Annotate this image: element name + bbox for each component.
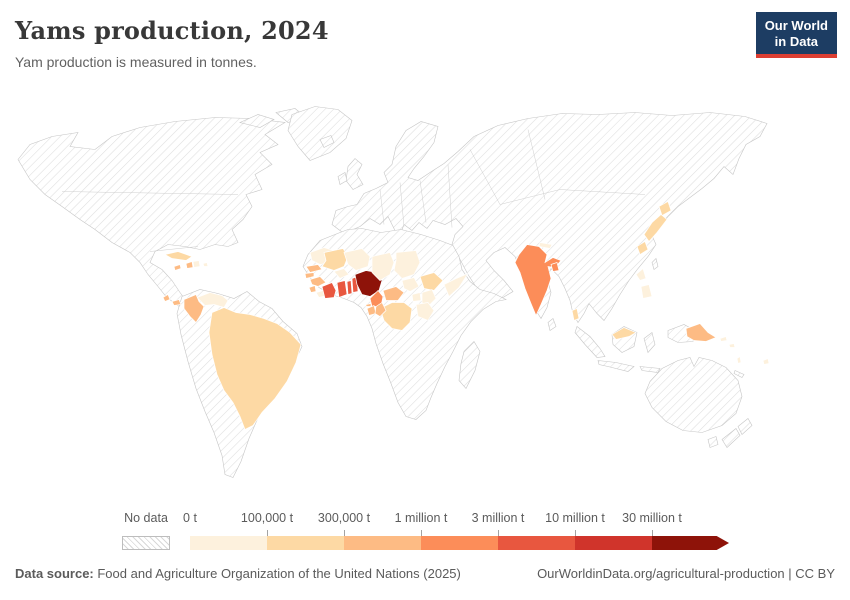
map-legend: No data 0 t 100,000 t 300,000 t 1 million t… [0,508,850,560]
country-brazil[interactable] [208,307,302,430]
country-nigeria[interactable] [354,270,383,297]
legend-segment[interactable] [421,536,498,550]
country-chad[interactable] [371,252,395,281]
country-somalia[interactable] [443,272,469,298]
legend-tick [267,530,268,536]
no-data-swatch[interactable] [122,536,170,550]
no-data-landmasses [17,106,768,478]
country-uganda[interactable] [411,292,422,302]
country-cuba[interactable] [164,251,193,261]
legend-tick [421,530,422,536]
country-ethiopia[interactable] [419,272,444,291]
owid-logo[interactable]: Our World in Data [755,12,837,59]
legend-segment[interactable] [652,536,729,550]
world-map[interactable] [0,92,850,517]
legend-tick-label: 10 million t [545,511,605,525]
country-malaysia[interactable] [611,327,637,340]
country-colombia[interactable] [183,294,205,324]
data-countries [162,200,770,430]
country-congo[interactable] [374,301,387,317]
legend-segment[interactable] [575,536,652,550]
chart-footer: Data source: Food and Agriculture Organi… [15,566,835,581]
country-burkina-faso[interactable] [333,268,350,279]
page-subtitle: Yam production is measured in tonnes. [15,54,257,70]
country-philippines[interactable] [640,284,653,299]
country-japan[interactable] [636,240,649,256]
country-puerto-rico[interactable] [202,262,209,267]
legend-segment[interactable] [498,536,575,550]
country-india[interactable] [514,244,562,317]
footer-link[interactable]: OurWorldinData.org/agricultural-producti… [537,566,835,581]
world-map-svg [17,106,770,478]
legend-tick-label: 1 million t [394,511,448,525]
page-title: Yams production, 2024 [15,16,329,45]
country-ghana[interactable] [336,280,348,298]
legend-tick-label: 100,000 t [240,511,294,525]
legend-tick [652,530,653,536]
legend-tick-label: 3 million t [471,511,525,525]
data-source-text: Food and Agriculture Organization of the… [93,566,461,581]
legend-segment[interactable] [190,536,267,550]
country-solomon-islands[interactable] [719,336,728,342]
legend-tick-label: 30 million t [622,511,682,525]
country-venezuela[interactable] [196,292,229,308]
legend-tick-label: 0 t [183,511,197,525]
country-costa-rica[interactable] [162,293,171,302]
country-tanzania[interactable] [415,302,435,321]
country-fiji[interactable] [762,358,770,365]
country-bangladesh[interactable] [550,262,560,272]
country-japan[interactable] [658,200,672,217]
country-gambia[interactable] [304,272,315,279]
country-south-sudan[interactable] [401,277,420,292]
country-central-african-republic[interactable] [382,286,405,301]
country-guinea[interactable] [309,276,327,287]
data-source-note: Data source: Food and Agriculture Organi… [15,566,461,581]
country-japan[interactable] [643,214,668,243]
country-papua-new-guinea[interactable] [685,323,717,342]
country-dr-congo[interactable] [379,302,413,331]
legend-tick [498,530,499,536]
country-panama[interactable] [171,299,182,306]
country-solomon-islands[interactable] [728,343,736,348]
country-sierra-leone[interactable] [308,285,317,293]
legend-segment[interactable] [267,536,344,550]
country-vanuatu[interactable] [736,355,742,364]
legend-tick-label: 300,000 t [317,511,371,525]
owid-logo-line1: Our World [764,18,828,33]
country-dominican-republic[interactable] [192,260,201,268]
country-haiti[interactable] [185,261,194,269]
internal-borders [61,129,646,252]
country-cote-d-ivoire[interactable] [321,282,337,299]
country-nepal[interactable] [538,242,553,249]
country-togo[interactable] [346,280,353,295]
country-niger[interactable] [343,248,371,271]
owid-logo-line2: in Data [774,33,819,49]
country-sudan[interactable] [393,250,421,279]
country-philippines[interactable] [635,267,647,281]
legend-tick [575,530,576,536]
country-kenya[interactable] [421,289,437,307]
country-malaysia[interactable] [571,308,580,321]
legend-segment[interactable] [344,536,421,550]
data-source-label: Data source: [15,566,94,581]
country-cameroon[interactable] [369,289,384,307]
country-mali[interactable] [321,248,349,271]
country-senegal[interactable] [305,264,323,273]
no-data-label: No data [124,511,168,525]
legend-tick [344,530,345,536]
country-jamaica[interactable] [173,264,182,271]
